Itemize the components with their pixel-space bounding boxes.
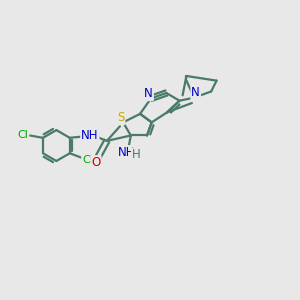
Text: N: N bbox=[144, 87, 153, 100]
Text: Cl: Cl bbox=[17, 130, 28, 140]
Text: NH: NH bbox=[81, 129, 99, 142]
Text: H: H bbox=[132, 148, 141, 161]
Text: S: S bbox=[117, 111, 124, 124]
Text: N: N bbox=[191, 86, 200, 100]
Text: NH: NH bbox=[117, 146, 135, 159]
Text: O: O bbox=[92, 156, 101, 169]
Text: Cl: Cl bbox=[82, 155, 93, 165]
